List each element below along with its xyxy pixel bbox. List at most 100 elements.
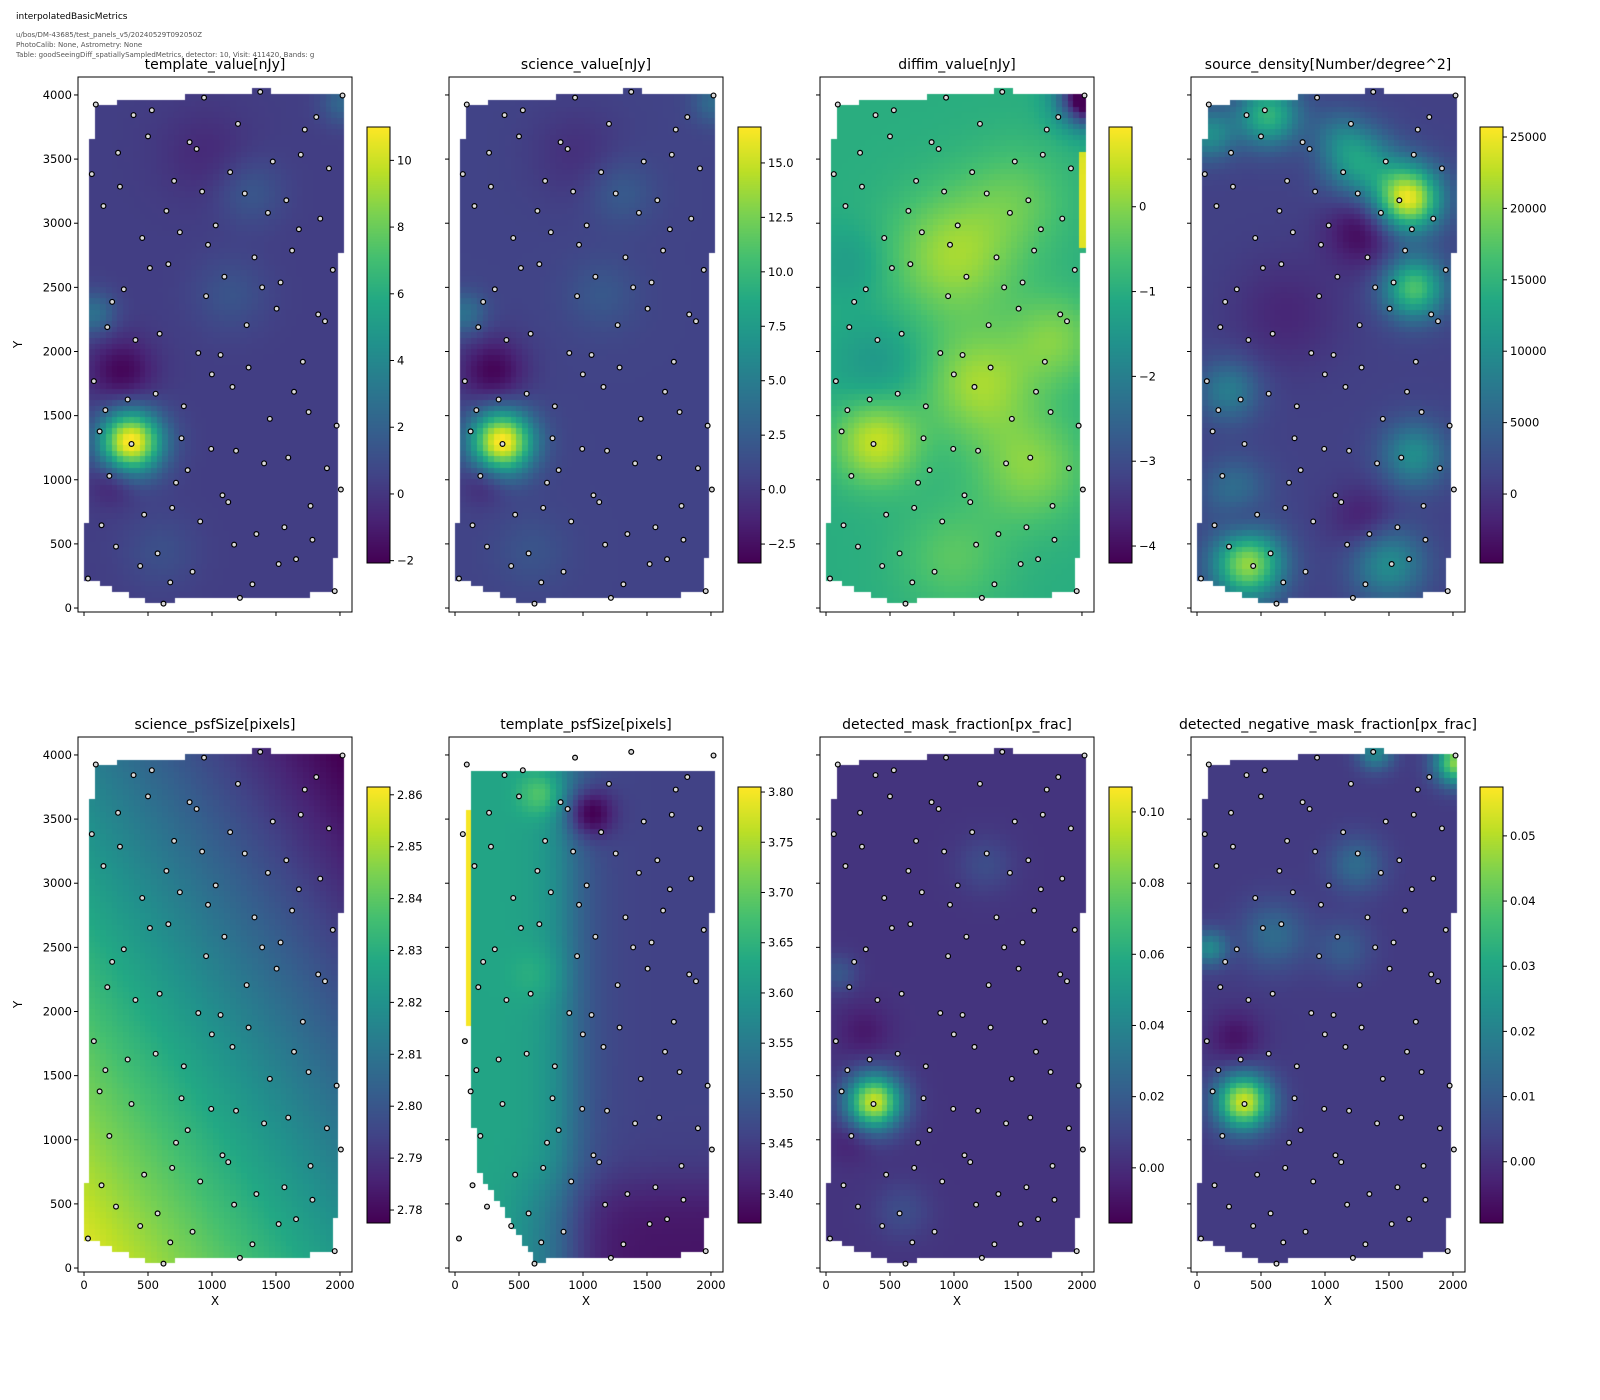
sample-point bbox=[1306, 805, 1313, 812]
sample-point bbox=[219, 492, 226, 499]
sample-point bbox=[325, 825, 332, 832]
sample-point bbox=[193, 145, 200, 152]
sample-point bbox=[251, 254, 258, 261]
axes-frame bbox=[448, 736, 724, 1273]
sample-point bbox=[1201, 831, 1208, 838]
sample-point bbox=[1269, 990, 1276, 997]
sample-point bbox=[963, 933, 970, 940]
sample-point bbox=[662, 1048, 669, 1055]
sample-point bbox=[1334, 273, 1341, 280]
colorbar-gradient bbox=[1109, 127, 1132, 563]
sample-point bbox=[1306, 145, 1313, 152]
sample-point bbox=[331, 1248, 338, 1255]
colorbar-tick-label: 8 bbox=[397, 220, 404, 234]
sample-point bbox=[976, 780, 983, 787]
sample-point bbox=[890, 107, 897, 114]
sample-point bbox=[840, 522, 847, 529]
sample-point bbox=[163, 867, 170, 874]
colorbar-tick-label: 0.03 bbox=[1510, 959, 1536, 973]
colorbar-tick-label: 0.02 bbox=[1510, 1024, 1536, 1038]
sample-point bbox=[281, 1184, 288, 1191]
sample-point bbox=[704, 1082, 711, 1089]
sample-point bbox=[321, 318, 328, 325]
sample-point bbox=[128, 440, 135, 447]
sample-point bbox=[549, 435, 556, 442]
sample-point bbox=[1291, 1095, 1298, 1102]
sample-point bbox=[848, 472, 855, 479]
heatmap-image bbox=[449, 737, 723, 1272]
sample-point bbox=[277, 939, 284, 946]
sample-point bbox=[894, 390, 901, 397]
sample-point bbox=[881, 894, 888, 901]
sample-point bbox=[487, 843, 494, 850]
sample-point bbox=[1418, 409, 1425, 416]
sample-point bbox=[888, 924, 895, 931]
sample-point bbox=[317, 875, 324, 882]
sample-point bbox=[612, 850, 619, 857]
colorbar-tick-label: 0.05 bbox=[1510, 829, 1536, 843]
sample-point bbox=[995, 531, 1002, 538]
colorbar-gradient bbox=[1109, 787, 1132, 1223]
colorbar-frame bbox=[366, 786, 391, 1224]
sample-point bbox=[92, 101, 99, 108]
sample-point bbox=[137, 562, 144, 569]
sample-point bbox=[1265, 1050, 1272, 1057]
sample-point bbox=[1241, 440, 1248, 447]
sample-point bbox=[579, 1031, 586, 1038]
sample-point bbox=[909, 579, 916, 586]
sample-point bbox=[1219, 472, 1226, 479]
sample-point bbox=[208, 445, 215, 452]
sample-point bbox=[902, 600, 909, 607]
sample-point bbox=[1394, 524, 1401, 531]
sample-point bbox=[834, 101, 841, 108]
sample-point bbox=[1321, 1105, 1328, 1112]
sample-point bbox=[233, 447, 240, 454]
sample-point bbox=[570, 188, 577, 195]
sample-point bbox=[605, 780, 612, 787]
y-tick-label: 2500 bbox=[43, 940, 72, 954]
colorbar-tick-label: 15.0 bbox=[768, 156, 794, 170]
sample-point bbox=[1377, 869, 1384, 876]
sample-point bbox=[678, 1162, 685, 1169]
sample-point bbox=[887, 133, 894, 140]
sample-point bbox=[1442, 926, 1449, 933]
sample-point bbox=[590, 1152, 597, 1159]
sample-point bbox=[918, 229, 925, 236]
sample-point bbox=[1276, 207, 1283, 214]
sample-point bbox=[1229, 843, 1236, 850]
sample-point bbox=[275, 1221, 282, 1228]
sample-point bbox=[253, 531, 260, 538]
sample-point bbox=[176, 889, 183, 896]
sample-point bbox=[538, 579, 545, 586]
sample-point bbox=[1205, 761, 1212, 768]
sample-point bbox=[231, 1201, 238, 1208]
sample-point bbox=[1406, 1216, 1413, 1223]
sample-point bbox=[596, 499, 603, 506]
sample-point bbox=[1284, 837, 1291, 844]
x-tick-label: 0 bbox=[451, 1278, 458, 1292]
axes-frame bbox=[819, 736, 1095, 1273]
sample-point bbox=[291, 388, 298, 395]
colorbar-frame bbox=[1479, 786, 1504, 1224]
sample-point bbox=[862, 286, 869, 293]
colorbar-tick-label: 25000 bbox=[1510, 130, 1547, 144]
sample-point bbox=[971, 383, 978, 390]
sample-point bbox=[98, 522, 105, 529]
sample-point bbox=[329, 266, 336, 273]
sample-point bbox=[954, 222, 961, 229]
colorbar-tick-label: 0.10 bbox=[1139, 805, 1165, 819]
sample-point bbox=[959, 1011, 966, 1018]
sample-point bbox=[883, 1171, 890, 1178]
sample-point bbox=[1254, 1171, 1261, 1178]
sample-point bbox=[1203, 1038, 1210, 1045]
colorbar-tick-label: 10 bbox=[397, 153, 412, 167]
sample-point bbox=[1037, 226, 1044, 233]
sample-point bbox=[1222, 298, 1229, 305]
sample-point bbox=[475, 984, 482, 991]
sample-point bbox=[1071, 926, 1078, 933]
sample-point bbox=[614, 322, 621, 329]
sample-point bbox=[495, 396, 502, 403]
sample-point bbox=[911, 1164, 918, 1171]
x-tick-label: 1000 bbox=[568, 1278, 597, 1292]
sample-point bbox=[950, 1105, 957, 1112]
